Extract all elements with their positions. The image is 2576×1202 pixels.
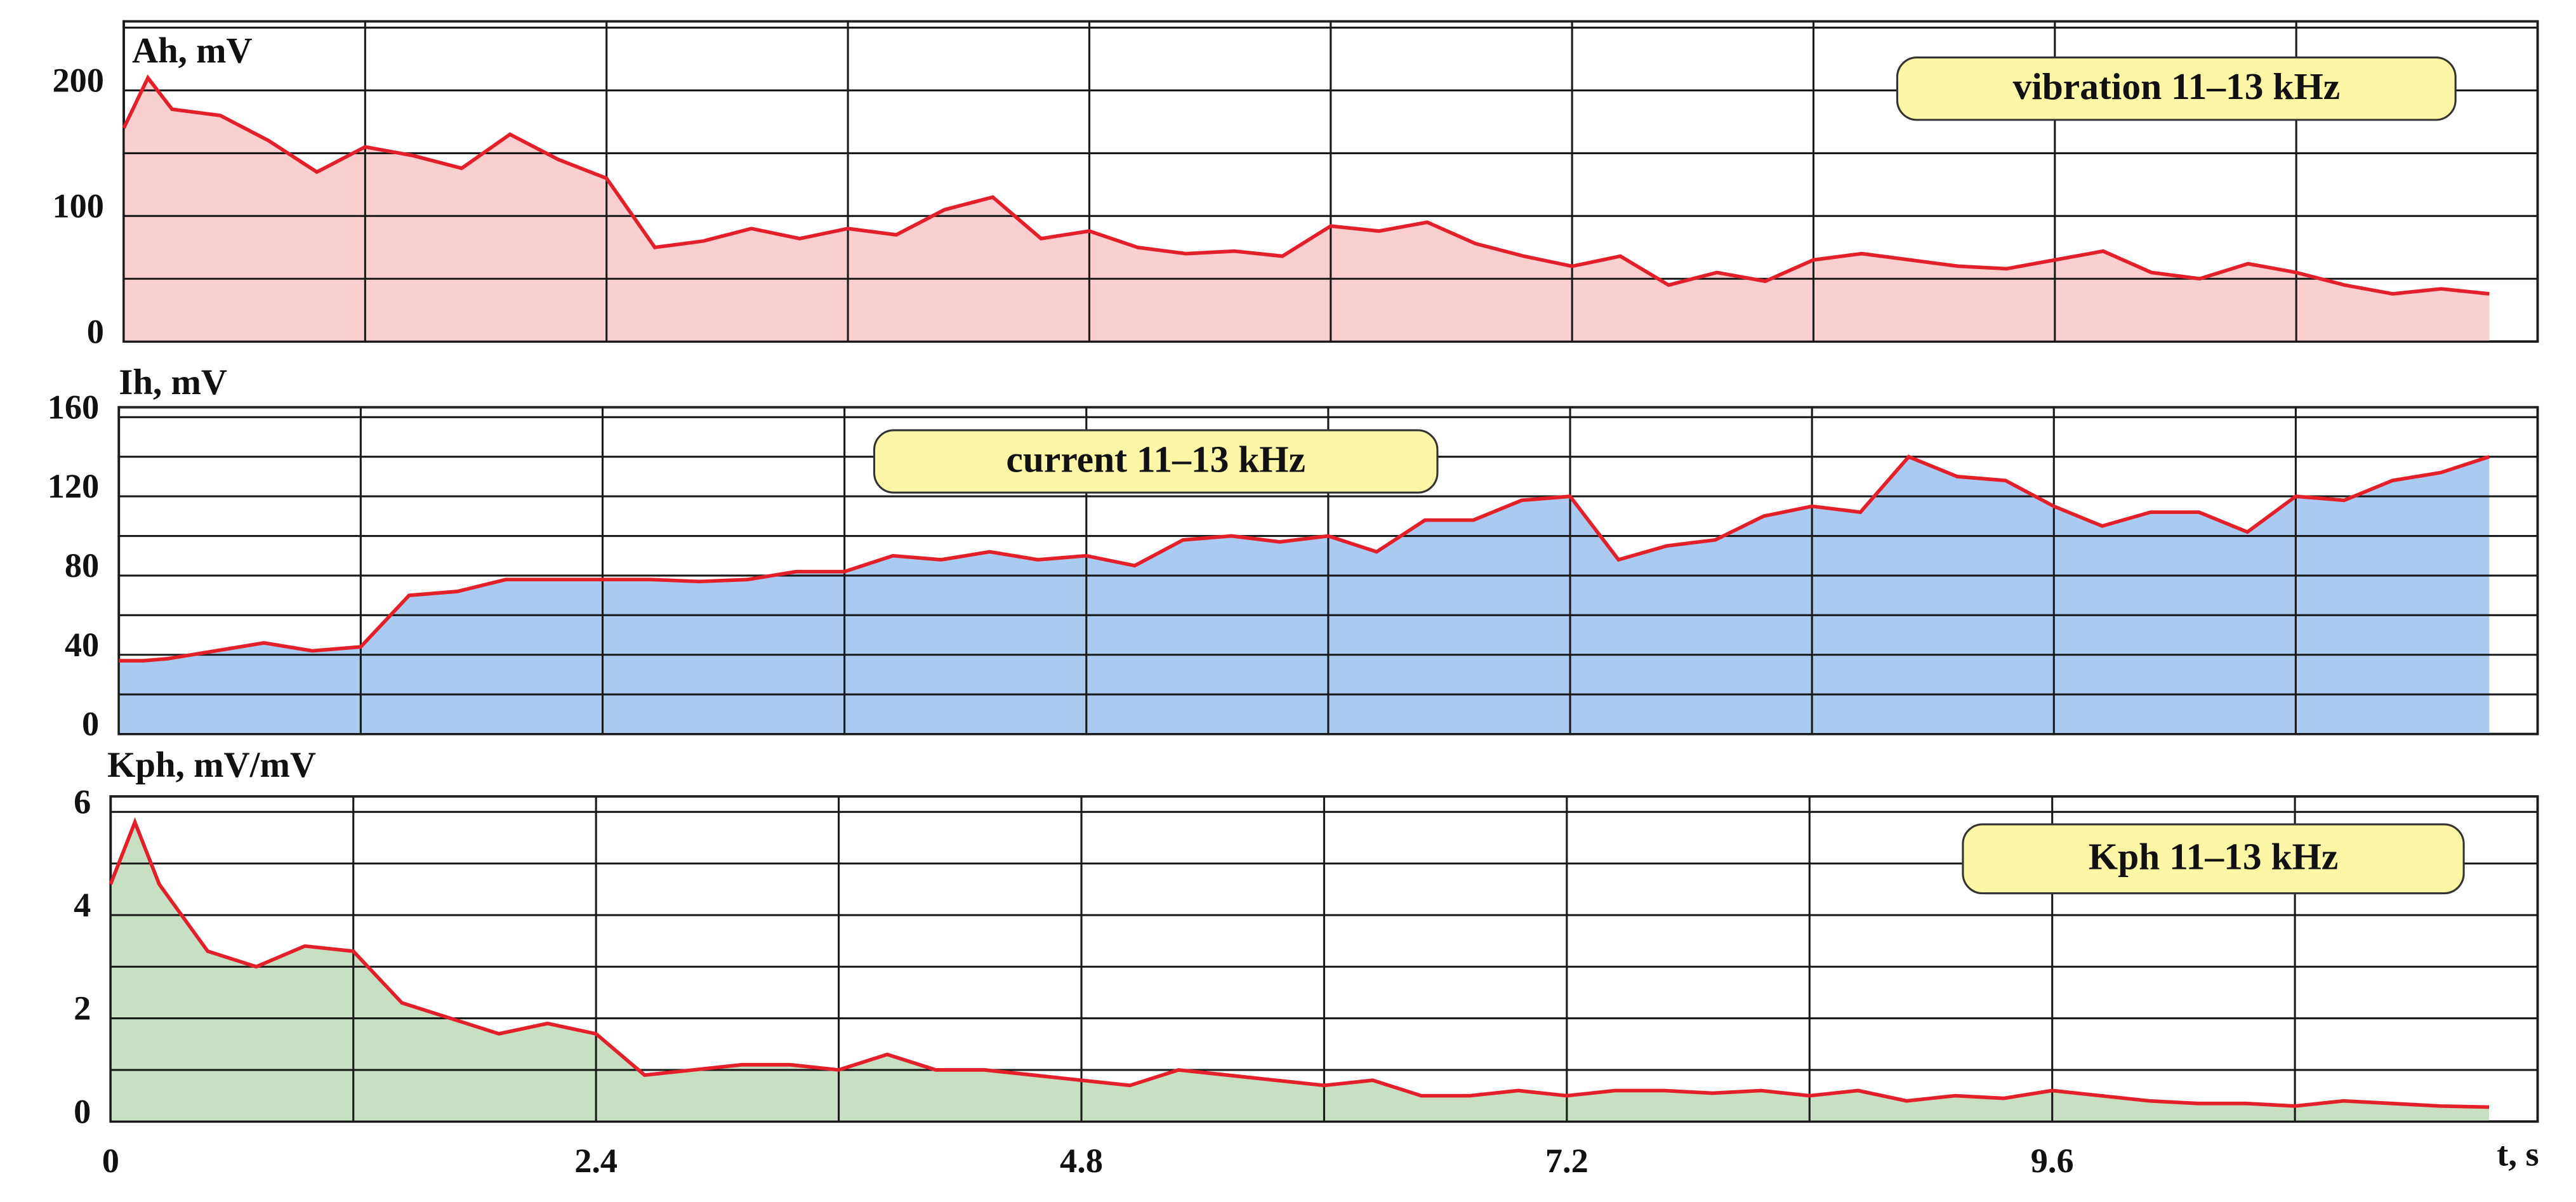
y-tick-label: 40: [65, 626, 99, 664]
y-tick-label: 4: [74, 886, 91, 924]
annotation-box: [1962, 823, 2465, 895]
x-tick-label: 0: [102, 1142, 119, 1180]
annotation: vibration 11–13 kHz: [2012, 65, 2340, 107]
annotation-box: [873, 429, 1439, 494]
x-tick-label: 4.8: [1060, 1142, 1103, 1180]
data-line: [119, 454, 2490, 663]
annotation: Kph 11–13 kHz: [2089, 835, 2338, 877]
y-axis-label: Ih, mV: [119, 362, 227, 402]
data-line: [109, 817, 2490, 1109]
x-tick-label: 2.4: [574, 1142, 618, 1180]
area-fill: [119, 456, 2490, 734]
y-tick-label: 2: [74, 989, 91, 1027]
y-tick-label: 0: [74, 1092, 91, 1130]
y-axis-label: Kph, mV/mV: [107, 745, 316, 785]
x-tick-label: 7.2: [1545, 1142, 1589, 1180]
area-fill: [110, 822, 2490, 1122]
y-tick-label: 160: [48, 388, 100, 426]
annotation: current 11–13 kHz: [1006, 438, 1305, 480]
y-tick-label: 200: [52, 62, 104, 100]
y-tick-label: 0: [87, 312, 104, 350]
x-tick-label: 9.6: [2031, 1142, 2074, 1180]
y-tick-label: 80: [65, 546, 99, 584]
x-axis-label: t, s: [2497, 1135, 2539, 1173]
y-tick-label: 100: [52, 187, 104, 225]
y-tick-label: 6: [74, 783, 91, 821]
y-tick-label: 0: [82, 705, 99, 743]
data-line: [122, 74, 2490, 296]
y-axis-label: Ah, mV: [132, 30, 253, 70]
annotation-box: [1896, 56, 2457, 121]
y-tick-label: 120: [48, 467, 100, 505]
area-fill: [124, 77, 2490, 342]
